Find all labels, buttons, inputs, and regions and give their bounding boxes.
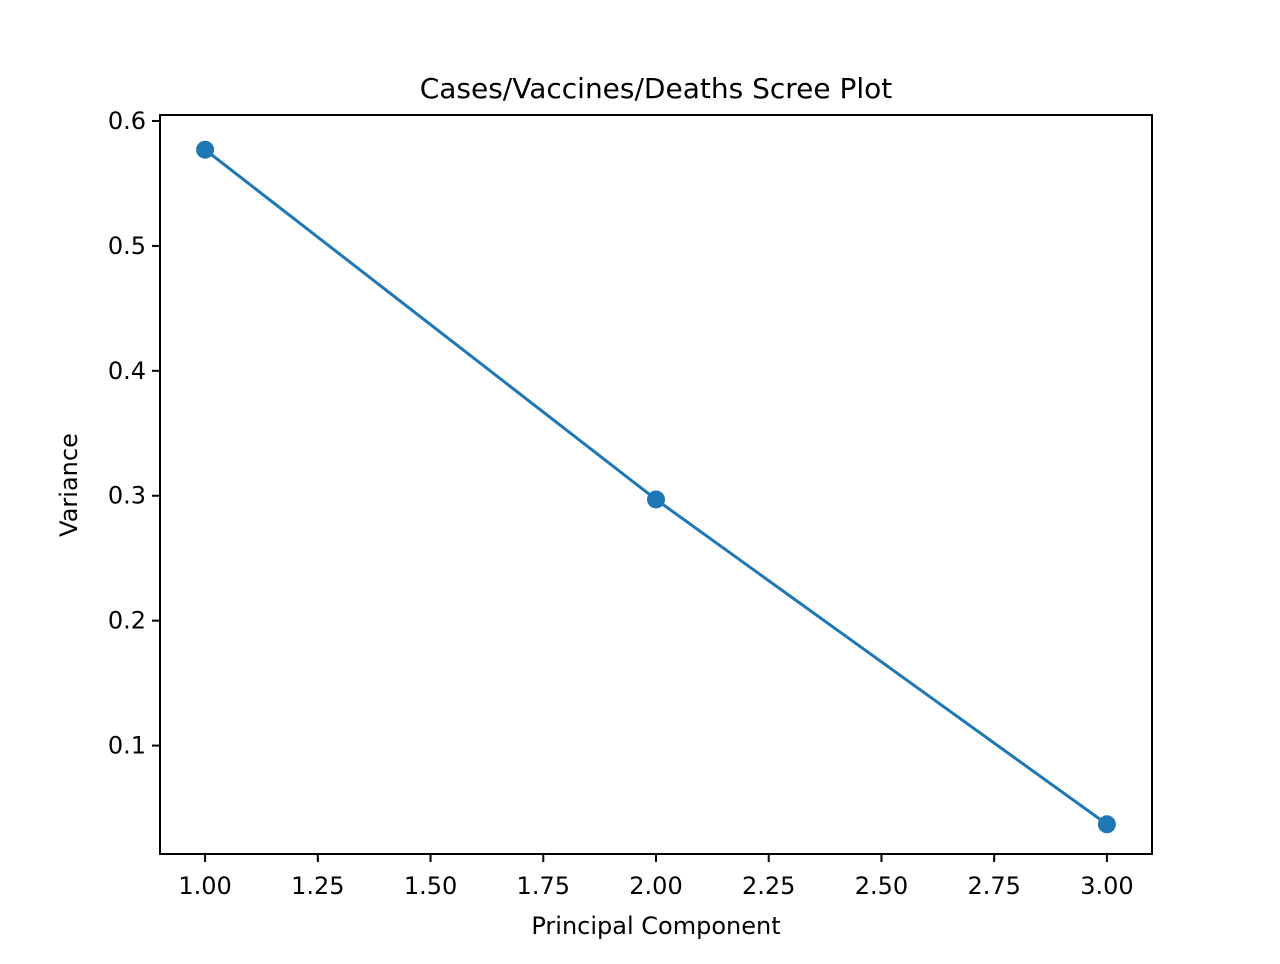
x-tick-label: 2.75 <box>967 872 1020 900</box>
x-tick-label: 2.50 <box>855 872 908 900</box>
y-tick-label: 0.6 <box>108 107 146 135</box>
data-point <box>196 140 215 159</box>
y-tick-label: 0.3 <box>108 482 146 510</box>
x-axis-ticks: 1.00 1.25 1.50 1.75 2.00 2.25 2.50 2.75 3.00 <box>178 854 1134 900</box>
y-tick-label: 0.2 <box>108 607 146 635</box>
chart-title: Cases/Vaccines/Deaths Scree Plot <box>420 72 893 105</box>
axes-frame <box>159 114 1153 855</box>
x-axis-label: Principal Component <box>531 912 780 940</box>
x-tick-label: 1.00 <box>178 872 231 900</box>
y-axis-label: Variance <box>55 433 83 537</box>
x-tick-label: 3.00 <box>1080 872 1133 900</box>
y-tick-label: 0.5 <box>108 232 146 260</box>
x-tick-label: 2.00 <box>629 872 682 900</box>
x-tick-label: 1.25 <box>291 872 344 900</box>
data-point <box>1097 815 1116 834</box>
x-tick-label: 1.75 <box>517 872 570 900</box>
y-tick-label: 0.4 <box>108 357 146 385</box>
data-point <box>647 490 665 509</box>
x-tick-label: 2.25 <box>742 872 795 900</box>
series-layer <box>196 140 1116 834</box>
y-tick-label: 0.1 <box>108 732 146 760</box>
y-axis-ticks: 0.1 0.2 0.3 0.4 0.5 0.6 <box>108 107 160 760</box>
x-tick-label: 1.50 <box>404 872 457 900</box>
